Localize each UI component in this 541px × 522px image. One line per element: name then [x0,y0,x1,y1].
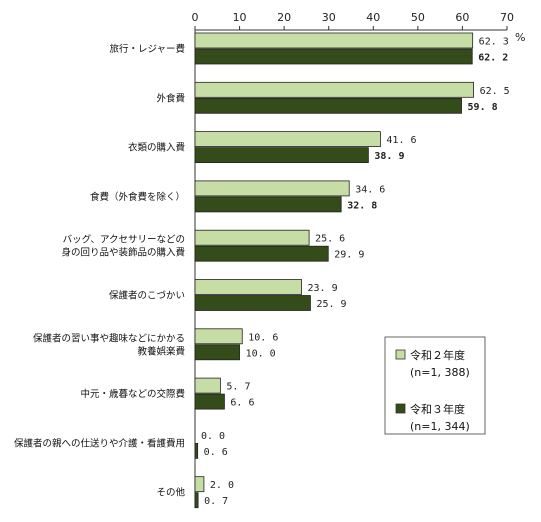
x-tick-label: 50 [411,11,425,24]
data-label: 0. 6 [204,447,228,458]
bar-r3 [194,393,225,410]
data-label: 41. 6 [386,135,416,146]
legend-label-r2: 令和２年度 [410,348,465,362]
data-label: 23. 9 [308,283,338,294]
bar-r2 [194,279,302,295]
category-label: 保護者のこづかい [109,290,185,302]
value-labels: 62. 3 62. 2 62. 5 59. 8 41. 6 38. 9 34. 6 32. 8… [201,37,510,508]
x-tick-label: 30 [322,11,336,24]
bar-r2 [194,229,310,246]
legend-sub-r2: (n=1, 388) [410,366,470,379]
legend-swatch-r3 [395,403,406,414]
data-label: 62. 3 [479,37,509,48]
legend-label-r3: 令和３年度 [410,402,465,416]
category-label: 保護者の習い事や趣味などにかかる [33,332,185,344]
data-label: 10. 6 [248,332,278,343]
data-label: 0. 7 [204,496,228,507]
data-label: 25. 6 [315,234,345,245]
bar-r3 [194,196,342,213]
category-label: バッグ、アクセサリーなどの [63,234,185,246]
bar-r3 [194,442,199,459]
x-tick-label: 60 [455,11,469,24]
category-label: その他 [156,487,185,499]
legend-sub-r3: (n=1, 344) [410,420,470,433]
data-label: 10. 0 [246,348,276,359]
data-label: 38. 9 [374,151,404,162]
category-label: 保護者の親への仕送りや介護・看護費用 [14,437,185,449]
category-label: 旅行・レジャー費 [109,43,185,55]
category-label: 教養娯楽費 [137,345,185,357]
bar-r3 [194,48,473,65]
bar-r2 [194,81,474,98]
x-tick-label: 70 [500,11,514,24]
bar-r3 [194,295,311,311]
bar-r3 [194,344,240,361]
x-tick-label: 40 [366,11,380,24]
bar-r2 [194,180,350,197]
data-label: 34. 6 [355,184,385,195]
category-label: 衣類の購入費 [128,142,185,154]
x-tick-label: 0 [192,11,199,24]
legend-swatch-r2 [395,349,406,360]
category-label: 食費（外食費を除く） [90,191,185,203]
x-tick-label: 20 [277,11,291,24]
data-label: 59. 8 [468,102,498,113]
data-label: 2. 0 [210,480,234,491]
legend: 令和２年度 (n=1, 388) 令和３年度 (n=1, 344) [384,336,486,435]
data-label: 5. 7 [226,382,250,393]
category-label: 身の回り品や装飾品の購入費 [61,247,185,259]
bar-r3 [194,147,369,164]
data-label: 29. 9 [334,250,364,261]
data-label: 62. 2 [478,53,508,64]
bar-r3 [194,492,199,509]
bars [194,32,474,509]
category-label: 中元・歳暮などの交際費 [80,388,185,400]
bar-r2 [194,476,205,493]
bar-r2 [194,32,474,49]
unit-label: % [515,31,525,44]
bar-r2 [194,377,221,394]
x-tick-label: 10 [233,11,247,24]
bar-r2 [194,131,381,148]
data-label: 6. 6 [230,398,254,409]
category-label: 外食費 [156,92,185,104]
data-label: 62. 5 [480,86,510,97]
bar-r2 [194,328,243,345]
bar-r3 [194,97,462,114]
data-label: 32. 8 [347,200,377,211]
bar-r3 [194,245,329,262]
data-label: 25. 9 [316,299,346,310]
data-label: 0. 0 [201,431,225,442]
